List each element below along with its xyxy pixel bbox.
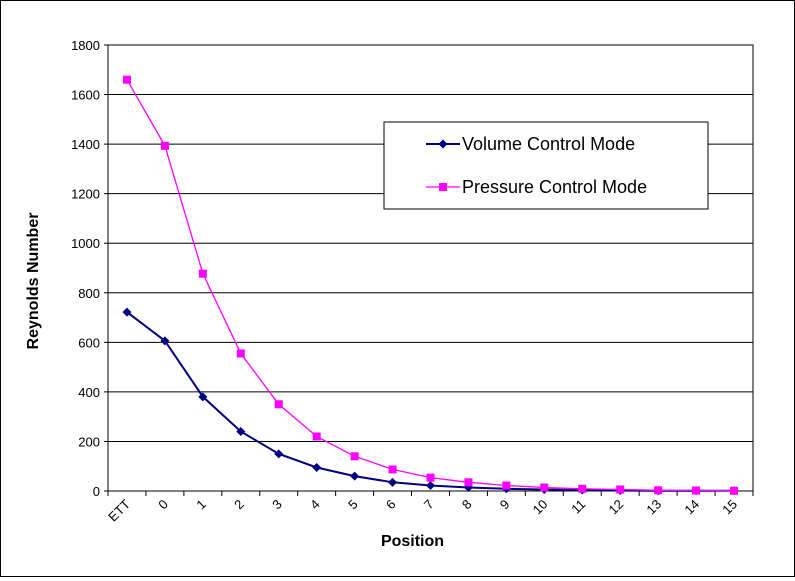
series-layer [122, 75, 739, 496]
x-tick-label: 2 [231, 497, 247, 513]
x-tick-label: 10 [530, 497, 551, 518]
x-tick-label: 15 [719, 497, 740, 518]
data-point-0-4 [274, 449, 284, 459]
data-point-1-3 [236, 349, 245, 358]
data-point-1-11 [540, 483, 549, 492]
x-tick-label: 14 [681, 497, 702, 518]
plot-area [107, 44, 754, 492]
legend-marker-1 [439, 183, 447, 191]
data-point-1-5 [312, 432, 321, 441]
x-tick-label: 1 [193, 497, 209, 513]
legend-box [383, 121, 709, 210]
y-tick-label: 1800 [71, 38, 100, 53]
legend-label-0: Volume Control Mode [462, 134, 635, 154]
data-point-1-13 [616, 485, 625, 494]
y-axis-ticks: 0 200 400 600 800 1000 1200 1400 1600 1800 [71, 38, 108, 499]
y-tick-label: 200 [78, 434, 100, 449]
x-tick-label: ETT [105, 496, 133, 524]
x-tick-label: 11 [568, 497, 588, 517]
y-tick-label: 600 [78, 335, 100, 350]
data-point-0-1 [160, 336, 170, 346]
x-tick-label: 6 [383, 497, 399, 513]
data-point-0-0 [122, 307, 132, 317]
data-point-1-12 [578, 484, 587, 493]
x-tick-label: 5 [345, 497, 361, 513]
data-point-1-14 [654, 486, 663, 495]
y-tick-label: 0 [93, 484, 100, 499]
data-point-1-16 [730, 486, 739, 495]
data-point-1-10 [502, 481, 511, 490]
data-point-0-3 [236, 427, 246, 437]
data-point-0-8 [426, 481, 435, 491]
x-tick-label: 8 [459, 497, 475, 513]
legend: Volume Control Mode Pressure Control Mode [383, 121, 709, 210]
y-axis-title: Reynolds Number [25, 213, 42, 350]
series-line-0 [126, 311, 734, 492]
data-point-1-9 [464, 478, 473, 487]
x-axis-title: Position [381, 533, 444, 550]
x-axis-ticks: ETT 0 1 2 3 4 5 6 7 8 9 10 11 12 13 14 15 [105, 491, 754, 524]
x-tick-label: 3 [269, 497, 285, 513]
legend-label-1: Pressure Control Mode [462, 177, 647, 197]
data-point-1-4 [274, 400, 283, 409]
x-tick-label: 7 [421, 497, 437, 513]
x-tick-label: 12 [605, 497, 626, 518]
x-tick-label: 13 [643, 497, 664, 518]
data-point-1-15 [692, 486, 701, 495]
legend-marker-0 [438, 139, 448, 149]
x-tick-label: 0 [155, 497, 171, 513]
x-tick-label: 4 [307, 497, 323, 513]
y-tick-label: 1400 [71, 137, 100, 152]
y-tick-label: 1200 [71, 187, 100, 202]
data-point-1-0 [122, 75, 131, 84]
x-tick-label: 9 [497, 497, 513, 513]
y-tick-label: 1000 [71, 236, 100, 251]
data-point-0-7 [388, 477, 398, 487]
data-point-1-2 [198, 269, 207, 278]
data-point-0-2 [198, 392, 208, 402]
plot-border [107, 44, 754, 492]
data-point-0-5 [312, 462, 322, 472]
data-point-1-1 [160, 141, 169, 150]
data-point-1-8 [426, 473, 435, 482]
y-tick-label: 800 [78, 286, 100, 301]
data-point-1-6 [350, 452, 359, 461]
y-tick-label: 400 [78, 385, 100, 400]
data-point-1-7 [388, 465, 397, 474]
y-tick-label: 1600 [71, 88, 100, 103]
data-point-0-6 [350, 471, 360, 481]
